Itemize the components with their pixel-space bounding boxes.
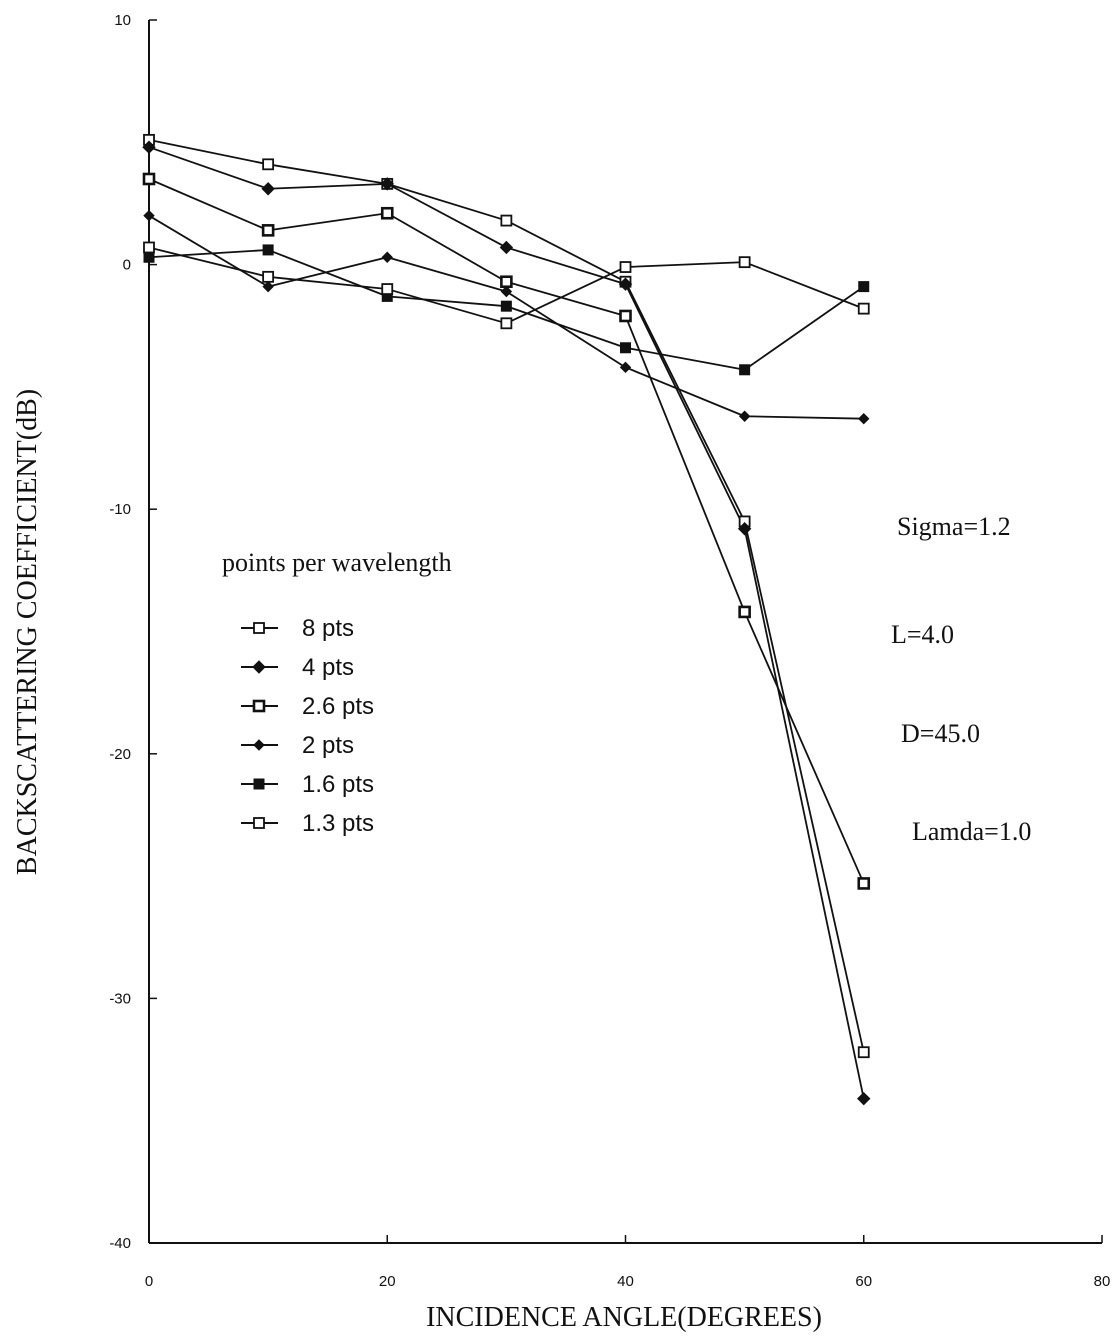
legend-swatch-marker xyxy=(253,739,265,751)
data-point-series-5 xyxy=(619,261,632,273)
y-tick-label: 0 xyxy=(123,257,131,274)
data-point-series-5 xyxy=(262,270,275,283)
data-point-series-4 xyxy=(858,281,870,293)
y-tick-label: -20 xyxy=(109,746,131,763)
x-tick-label: 20 xyxy=(379,1273,396,1290)
y-axis-title: BACKSCATTERING COEFFICIENT(dB) xyxy=(12,389,43,875)
legend-title: points per wavelength xyxy=(222,548,452,577)
data-point-series-4 xyxy=(500,300,512,312)
data-point-series-0 xyxy=(857,1046,870,1059)
annotation-sigma: Sigma=1.2 xyxy=(897,512,1011,541)
annotation-l: L=4.0 xyxy=(891,620,954,649)
data-point-series-1 xyxy=(857,1091,871,1106)
data-point-series-3 xyxy=(500,285,513,298)
y-tick-label: -30 xyxy=(109,990,131,1007)
legend-label: 1.6 pts xyxy=(302,771,374,798)
legend-swatch-marker xyxy=(253,778,265,790)
x-axis-title: INCIDENCE ANGLE(DEGREES) xyxy=(426,1302,822,1333)
data-point-series-3 xyxy=(262,280,274,293)
series-points xyxy=(142,133,871,1106)
data-point-series-1 xyxy=(261,182,275,196)
data-point-series-2 xyxy=(738,605,751,619)
data-point-series-0 xyxy=(500,214,513,227)
legend-label: 2.6 pts xyxy=(302,693,374,720)
data-point-series-3 xyxy=(381,251,393,263)
data-point-series-1 xyxy=(737,522,752,536)
data-point-series-2 xyxy=(857,877,871,890)
x-tick-label: 60 xyxy=(855,1273,872,1290)
x-tick-label: 80 xyxy=(1094,1273,1111,1290)
data-point-series-1 xyxy=(380,177,394,191)
data-point-series-2 xyxy=(500,275,513,289)
x-tick-label: 0 xyxy=(145,1273,153,1290)
x-tick-label: 40 xyxy=(617,1273,634,1290)
legend-swatch-marker xyxy=(253,817,265,829)
annotation-d: D=45.0 xyxy=(901,719,980,748)
annotation-lamda: Lamda=1.0 xyxy=(912,817,1031,846)
y-tick-label: -10 xyxy=(109,501,131,518)
data-point-series-5 xyxy=(143,241,155,254)
legend-label: 4 pts xyxy=(302,654,354,681)
legend-label: 2 pts xyxy=(302,732,354,759)
data-point-series-3 xyxy=(738,410,751,422)
y-tick-label: -40 xyxy=(109,1235,131,1252)
data-point-series-4 xyxy=(262,244,274,256)
data-point-series-4 xyxy=(739,364,751,376)
data-point-series-5 xyxy=(857,302,870,315)
data-point-series-4 xyxy=(620,342,631,354)
data-point-series-0 xyxy=(262,158,275,171)
legend-swatch-marker xyxy=(252,660,266,674)
data-point-series-5 xyxy=(381,283,394,295)
data-point-series-5 xyxy=(500,317,513,330)
data-point-series-3 xyxy=(619,361,632,374)
data-point-series-1 xyxy=(499,240,514,255)
data-point-series-2 xyxy=(261,224,275,237)
legend-swatch-marker xyxy=(252,699,266,713)
legend: 8 pts 4 pts 2.6 pts 2 pts 1.6 pts 1.3 pts xyxy=(241,615,374,837)
data-point-series-3 xyxy=(143,209,155,222)
legend-swatch-marker xyxy=(253,622,265,634)
data-point-series-2 xyxy=(619,309,632,323)
data-point-series-2 xyxy=(142,172,156,186)
data-point-series-3 xyxy=(858,412,870,425)
data-point-series-1 xyxy=(142,140,156,154)
data-point-series-4 xyxy=(143,251,155,263)
y-tick-label: 10 xyxy=(114,12,131,29)
data-point-series-1 xyxy=(618,277,633,291)
data-point-series-2 xyxy=(380,206,394,220)
legend-label: 1.3 pts xyxy=(302,810,374,837)
axes xyxy=(148,20,1102,1244)
legend-label: 8 pts xyxy=(302,615,354,642)
data-point-series-5 xyxy=(738,256,751,269)
